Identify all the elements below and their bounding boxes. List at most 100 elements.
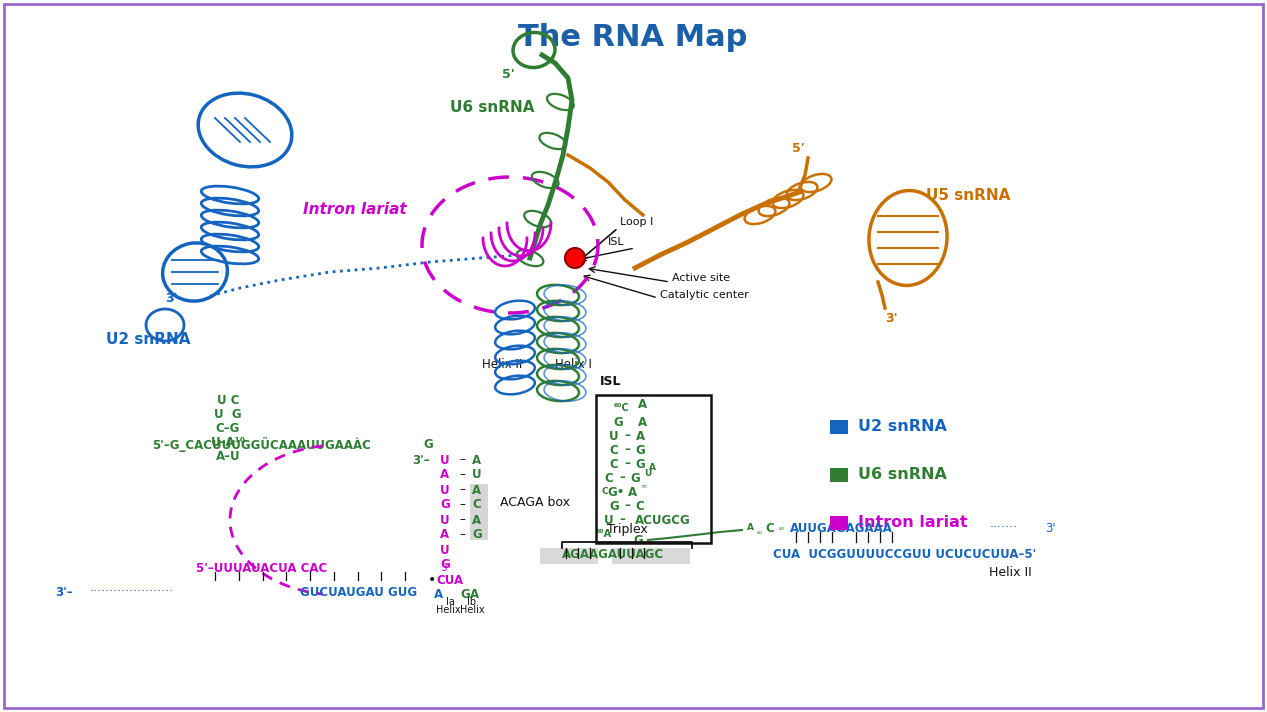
Text: Helix II: Helix II <box>481 359 522 372</box>
Text: A: A <box>746 523 754 533</box>
Text: A: A <box>433 589 442 602</box>
Text: U: U <box>440 483 450 496</box>
Text: U: U <box>440 543 450 557</box>
Text: G: G <box>635 444 645 456</box>
Text: U6 snRNA: U6 snRNA <box>450 100 535 115</box>
Text: Helix I: Helix I <box>555 359 592 372</box>
Text: 3': 3' <box>440 563 450 573</box>
Text: A: A <box>473 483 481 496</box>
Text: –: – <box>459 454 465 466</box>
Text: U: U <box>609 429 618 442</box>
Text: 5': 5' <box>792 142 805 155</box>
Text: 3': 3' <box>166 291 179 305</box>
Text: –: – <box>625 500 630 513</box>
Bar <box>612 548 691 564</box>
Text: U: U <box>604 513 613 526</box>
Text: A: A <box>649 464 655 473</box>
Bar <box>830 468 848 481</box>
Text: A: A <box>637 416 646 429</box>
Text: ·····················: ····················· <box>90 585 174 599</box>
Text: AUUGAGAGAAA: AUUGAGAGAAA <box>791 521 893 535</box>
Text: A: A <box>473 513 481 526</box>
Text: Helix: Helix <box>436 605 460 615</box>
Text: C: C <box>602 488 608 496</box>
Text: U: U <box>440 454 450 466</box>
Text: C: C <box>609 458 618 471</box>
Text: G: G <box>609 500 618 513</box>
Text: –: – <box>459 483 465 496</box>
Text: ⁸⁰: ⁸⁰ <box>756 530 763 538</box>
Text: Intron lariat: Intron lariat <box>858 515 968 530</box>
Text: U–A¹⁰: U–A¹⁰ <box>210 436 246 449</box>
Text: C–G: C–G <box>215 422 241 434</box>
Text: ⁸⁰: ⁸⁰ <box>779 525 786 535</box>
Text: A: A <box>636 429 645 442</box>
Text: U2 snRNA: U2 snRNA <box>858 419 946 434</box>
Text: ISL: ISL <box>608 237 625 247</box>
Text: –: – <box>459 498 465 511</box>
Text: 5'–G_CACUUUGGÜCAAAUUGAAÀC: 5'–G_CACUUUGGÜCAAAUUGAAÀC <box>152 437 371 453</box>
Text: Triplex: Triplex <box>607 523 647 537</box>
Text: CUA  UCGGUUUUCCGUU UCUCUCUUA–5': CUA UCGGUUUUCCGUU UCUCUCUUA–5' <box>773 548 1036 562</box>
Text: G: G <box>460 589 470 602</box>
Text: AGAAGAUUAGC: AGAAGAUUAGC <box>563 548 664 562</box>
Text: Helix: Helix <box>460 605 484 615</box>
Text: •: • <box>428 573 436 587</box>
Text: G: G <box>440 558 450 572</box>
Text: –: – <box>620 471 625 484</box>
Text: A–U: A–U <box>215 449 241 463</box>
Text: –: – <box>459 528 465 542</box>
Text: C: C <box>604 471 613 484</box>
Text: A: A <box>627 486 636 498</box>
Text: G: G <box>613 416 623 429</box>
Text: A: A <box>441 528 450 542</box>
Text: Loop I: Loop I <box>620 217 654 227</box>
Text: –: – <box>620 513 625 526</box>
Text: –: – <box>459 513 465 526</box>
Text: U6 snRNA: U6 snRNA <box>858 467 946 482</box>
Text: U5 snRNA: U5 snRNA <box>926 187 1010 202</box>
Text: U  G: U G <box>214 407 242 421</box>
Text: 5': 5' <box>502 68 514 81</box>
Ellipse shape <box>565 248 585 268</box>
Text: C: C <box>609 444 618 456</box>
Text: G: G <box>635 458 645 471</box>
Text: The RNA Map: The RNA Map <box>518 23 748 53</box>
Text: Catalytic center: Catalytic center <box>660 290 749 300</box>
Text: 3'–: 3'– <box>54 585 72 599</box>
Text: G: G <box>634 533 642 547</box>
Text: ·······: ······· <box>990 521 1017 535</box>
Text: 3': 3' <box>886 312 898 325</box>
Text: C: C <box>473 498 481 511</box>
Text: ACUGCG: ACUGCG <box>635 513 691 526</box>
Text: ⁶⁰C: ⁶⁰C <box>614 403 630 413</box>
Text: Helix II: Helix II <box>988 565 1031 578</box>
Bar <box>540 548 598 564</box>
Text: ⁸⁰A: ⁸⁰A <box>595 529 612 539</box>
Text: 3'–: 3'– <box>412 454 430 466</box>
Text: –: – <box>625 444 630 456</box>
Text: G: G <box>473 528 481 542</box>
Text: G: G <box>423 439 433 451</box>
Bar <box>830 516 848 530</box>
Text: U C: U C <box>217 394 239 407</box>
Text: –: – <box>625 429 630 442</box>
Text: U2 snRNA: U2 snRNA <box>105 333 190 347</box>
Text: ACAGA box: ACAGA box <box>500 496 570 510</box>
Text: Active site: Active site <box>672 273 730 283</box>
Text: ⁷⁰: ⁷⁰ <box>641 483 647 493</box>
Text: U: U <box>645 469 651 478</box>
Text: A: A <box>637 399 646 412</box>
Bar <box>595 395 711 543</box>
Text: CUA: CUA <box>436 573 464 587</box>
Text: G: G <box>630 471 640 484</box>
Bar <box>470 484 488 540</box>
Text: 5'–UUUAUACUA CAC: 5'–UUUAUACUA CAC <box>196 562 327 575</box>
Text: ISL: ISL <box>601 375 622 388</box>
Text: A: A <box>470 589 480 602</box>
Text: A: A <box>441 468 450 481</box>
Text: Ia: Ia <box>446 597 455 607</box>
Text: U: U <box>473 468 481 481</box>
Text: C: C <box>765 521 774 535</box>
Text: –: – <box>459 468 465 481</box>
